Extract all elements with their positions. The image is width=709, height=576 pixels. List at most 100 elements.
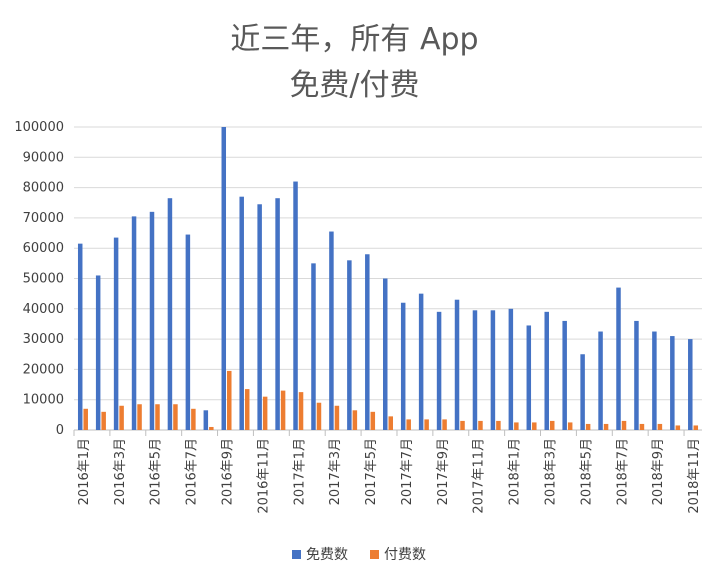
bar-paid [298, 392, 304, 430]
bar-free [454, 299, 460, 430]
x-tick-label: 2017年3月 [328, 438, 343, 505]
y-tick-label: 20000 [23, 362, 64, 377]
bar-free [203, 410, 209, 430]
x-tick-label: 2018年5月 [579, 438, 594, 505]
bar-paid [191, 408, 196, 430]
bar-paid [119, 405, 124, 430]
x-tick-label: 2016年1月 [77, 438, 92, 505]
bar-free [95, 275, 101, 430]
bar-paid [280, 390, 286, 430]
bar-free [185, 234, 191, 430]
bar-free [167, 198, 173, 430]
y-tick-label: 0 [56, 423, 64, 438]
bar-free [652, 331, 657, 430]
x-tick-label: 2017年5月 [364, 438, 379, 505]
y-tick-label: 10000 [23, 393, 64, 408]
bar-free [293, 181, 298, 430]
bar-free [275, 198, 280, 430]
bar-paid [496, 420, 501, 430]
chart-title: 近三年，所有 App [230, 22, 479, 57]
bar-free [347, 260, 352, 430]
y-tick-label: 40000 [23, 302, 64, 317]
y-tick-label: 50000 [23, 272, 64, 287]
x-tick-label: 2017年11月 [472, 438, 487, 514]
x-tick-label: 2018年3月 [543, 438, 558, 505]
bar-free [365, 254, 370, 430]
y-tick-label: 90000 [23, 150, 64, 165]
x-tick-label: 2016年7月 [185, 438, 200, 505]
legend-label-paid: 付费数 [384, 547, 426, 563]
bar-paid [155, 404, 160, 430]
legend: 免费数 付费数 [292, 547, 426, 563]
x-tick-label: 2018年11月 [687, 438, 702, 514]
bar-paid [262, 396, 268, 430]
bar-free [239, 196, 244, 430]
bar-paid [621, 420, 627, 430]
bar-free [257, 204, 262, 430]
bar-paid [406, 419, 411, 430]
legend-swatch-free [292, 550, 301, 559]
bar-paid [603, 423, 609, 430]
bar-paid [352, 410, 358, 430]
x-tick-label: 2018年1月 [508, 438, 523, 505]
bar-free [562, 320, 567, 430]
bar-paid [657, 423, 663, 430]
bar-paid [693, 425, 699, 430]
bars [77, 127, 699, 430]
bar-free [616, 287, 621, 430]
bar-free [131, 216, 137, 430]
bar-free [634, 320, 639, 430]
bar-free [311, 263, 316, 430]
y-axis-tick-labels: 0 10000 20000 30000 40000 50000 60000 70000 8000… [14, 120, 64, 438]
bar-paid [514, 422, 519, 430]
legend-swatch-paid [370, 550, 379, 559]
bar-paid [244, 389, 250, 430]
x-tick-label: 2018年9月 [651, 438, 666, 505]
bar-paid [639, 423, 645, 430]
bar-paid [227, 370, 232, 430]
bar-free [400, 302, 406, 430]
legend-label-free: 免费数 [306, 547, 348, 563]
x-tick-label: 2016年11月 [256, 438, 271, 514]
bar-free [472, 310, 478, 430]
bar-free [526, 325, 532, 430]
gridlines [74, 126, 702, 431]
bar-paid [567, 422, 573, 430]
bar-free [221, 127, 227, 430]
x-tick-label: 2017年1月 [292, 438, 307, 505]
bar-paid [675, 425, 681, 430]
bar-free [436, 311, 442, 430]
bar-free [383, 278, 388, 430]
x-axis: 2016年1月 2016年3月 2016年5月 2016年7月 2016年9月 2016年… [73, 430, 702, 514]
y-tick-label: 30000 [23, 332, 64, 347]
x-tick-label: 2016年9月 [221, 438, 236, 505]
x-tick-label: 2018年7月 [615, 438, 630, 505]
bar-free [329, 231, 334, 430]
bar-free [544, 311, 549, 430]
bar-paid [388, 416, 393, 430]
bar-paid [83, 408, 88, 430]
x-tick-label: 2017年7月 [400, 438, 415, 505]
x-tick-label: 2017年9月 [436, 438, 451, 505]
bar-free [508, 308, 514, 430]
bar-free [490, 310, 496, 430]
bar-free [598, 331, 603, 430]
bar-free [670, 336, 675, 430]
bar-paid [549, 420, 555, 430]
y-tick-label: 80000 [23, 181, 64, 196]
bar-free [418, 293, 424, 430]
bar-paid [478, 420, 483, 430]
y-tick-label: 60000 [23, 241, 64, 256]
bar-free [580, 354, 585, 430]
bar-paid [585, 423, 591, 430]
bar-paid [460, 420, 465, 430]
chart-subtitle: 免费/付费 [289, 68, 420, 103]
x-tick-label: 2016年3月 [113, 438, 128, 505]
bar-paid [137, 404, 142, 430]
y-tick-label: 70000 [23, 211, 64, 226]
bar-paid [442, 419, 447, 430]
bar-free [113, 237, 119, 430]
bar-paid [370, 411, 376, 430]
bar-paid [316, 402, 322, 430]
